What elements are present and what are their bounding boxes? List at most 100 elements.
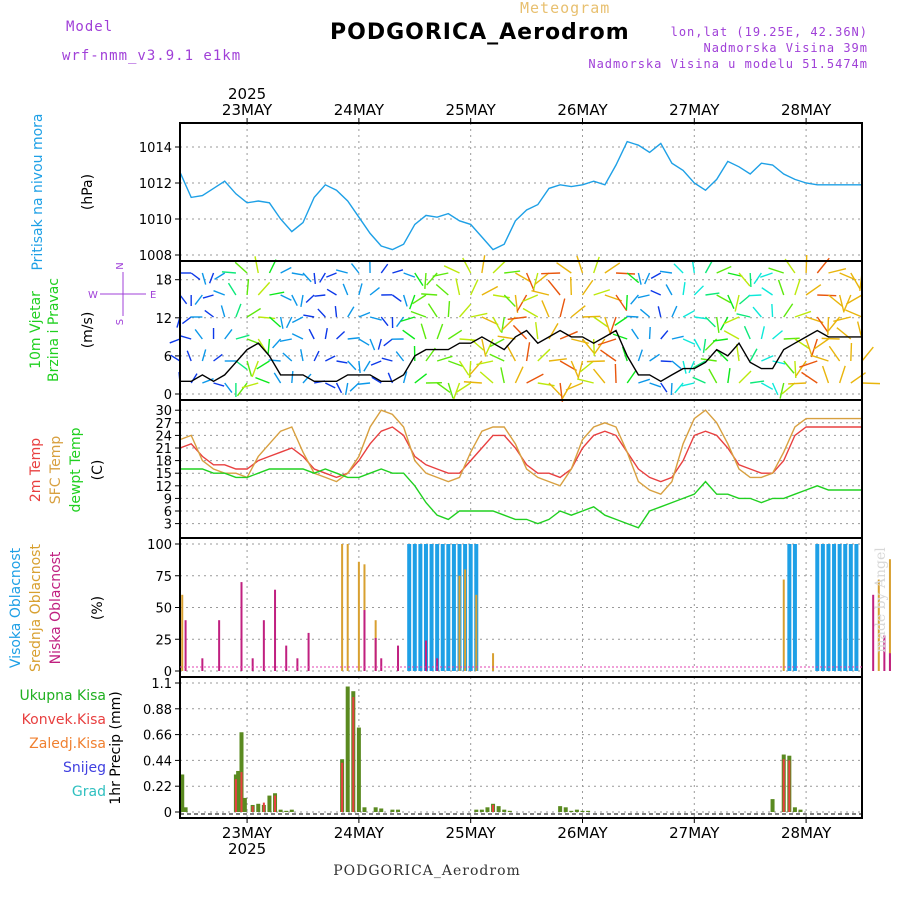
wind-barb — [712, 338, 728, 342]
compass-west: W — [88, 290, 98, 301]
wind-barb — [347, 337, 360, 340]
y-tick-label: 18 — [155, 455, 172, 470]
y-tick-label: 1008 — [139, 249, 172, 264]
wind-barb — [500, 367, 505, 384]
compass-east: E — [150, 290, 156, 301]
cloud-unit-label: (%) — [90, 596, 106, 620]
y-tick-label: 0.22 — [143, 780, 172, 795]
wind-barb — [531, 289, 550, 296]
bar-clouds — [492, 653, 495, 671]
wind-barb — [273, 372, 282, 384]
wind-panel-background — [180, 261, 862, 400]
wind-barb — [186, 350, 192, 362]
wind-barb — [479, 371, 494, 384]
wind-barb — [342, 283, 349, 296]
wind-barb — [377, 338, 382, 350]
wind-barb — [235, 334, 250, 340]
wind-barb — [644, 272, 651, 285]
precip-unit-label: 1hr Precip (mm) — [108, 691, 124, 804]
wind-barb — [682, 310, 695, 318]
wind-barb — [559, 298, 566, 318]
wind-barb — [541, 272, 561, 275]
series-line-temperature — [179, 409, 862, 496]
bar-clouds — [888, 559, 891, 671]
elevation-label: Nadmorska Visina 39m — [703, 41, 868, 55]
bar-clouds — [464, 569, 467, 671]
y-tick-label: 6 — [164, 505, 172, 520]
model-name: wrf-nmm_v3.9.1 e1km — [62, 48, 242, 64]
wind-barb — [267, 338, 271, 355]
wind-barb — [850, 372, 866, 384]
wind-barb — [380, 316, 389, 327]
wind-barb — [846, 294, 863, 305]
wind-barb — [600, 349, 617, 362]
wind-barb — [300, 349, 304, 362]
bar-clouds — [251, 658, 254, 671]
wind-barb — [400, 316, 415, 323]
wind-barb — [671, 335, 684, 340]
wind-barb — [743, 325, 751, 340]
wind-barb — [537, 348, 551, 362]
bar-clouds — [424, 640, 427, 671]
wind-barb — [659, 270, 673, 274]
y-tick-label: 18 — [155, 274, 172, 289]
wind-barb — [772, 330, 783, 340]
frame-layer — [175, 118, 863, 823]
wind-barb — [708, 368, 718, 384]
bar-precip — [180, 774, 185, 812]
wind-barb — [670, 382, 673, 396]
wind-barb — [282, 352, 293, 362]
x-tick-label-bottom: 25MAY — [446, 824, 497, 842]
bar-clouds — [837, 544, 842, 671]
bar-clouds — [307, 632, 310, 671]
wind-barb — [582, 315, 601, 318]
wind-barb — [671, 305, 678, 318]
wind-barb — [204, 309, 214, 318]
wind-barb — [420, 323, 427, 340]
wind-barb — [783, 360, 795, 374]
wind-barb — [443, 265, 460, 274]
wind-barb — [481, 285, 499, 296]
wind-barb — [833, 316, 851, 323]
x-tick-label-top: 25MAY — [446, 101, 497, 119]
wind-barb — [723, 330, 740, 340]
wind-barb — [497, 335, 516, 340]
wind-barb — [748, 294, 762, 297]
wind-barb — [739, 294, 751, 305]
wind-barb — [190, 272, 201, 281]
wind-barb — [481, 255, 486, 274]
bar-clouds — [458, 575, 461, 671]
wind-barb — [169, 338, 181, 344]
wind-barb — [625, 294, 628, 311]
wind-barb — [436, 355, 453, 362]
y-tick-label: 30 — [155, 404, 172, 419]
bar-precip — [502, 809, 507, 812]
wind-barb — [705, 292, 720, 296]
wind-unit-label: (m/s) — [80, 312, 96, 349]
bar-precip — [558, 806, 563, 812]
bar-clouds — [872, 594, 875, 671]
wind-barb — [612, 333, 628, 340]
bar-clouds — [440, 544, 445, 671]
wind-barb — [514, 366, 524, 384]
bar-precip — [788, 760, 791, 812]
temp-axis-label-2: SFC Temp — [48, 436, 64, 505]
compass-north: N — [115, 262, 126, 269]
wind-barb — [648, 326, 651, 340]
wind-barb — [302, 373, 312, 384]
wind-barb — [235, 303, 242, 318]
wind-barb — [548, 358, 567, 362]
x-tick-label-top: 23MAY — [222, 101, 273, 119]
wind-barb — [526, 373, 544, 384]
bar-clouds — [274, 589, 277, 671]
wind-barb — [302, 272, 312, 283]
wind-barb — [336, 330, 346, 340]
wind-barb — [213, 290, 225, 296]
bar-precip — [183, 807, 188, 812]
wind-barb — [453, 382, 461, 400]
bar-precip — [569, 810, 574, 812]
wind-barb — [476, 360, 494, 366]
wind-barb — [414, 272, 424, 286]
wind-barb — [503, 294, 516, 307]
wind-barb — [458, 360, 470, 376]
